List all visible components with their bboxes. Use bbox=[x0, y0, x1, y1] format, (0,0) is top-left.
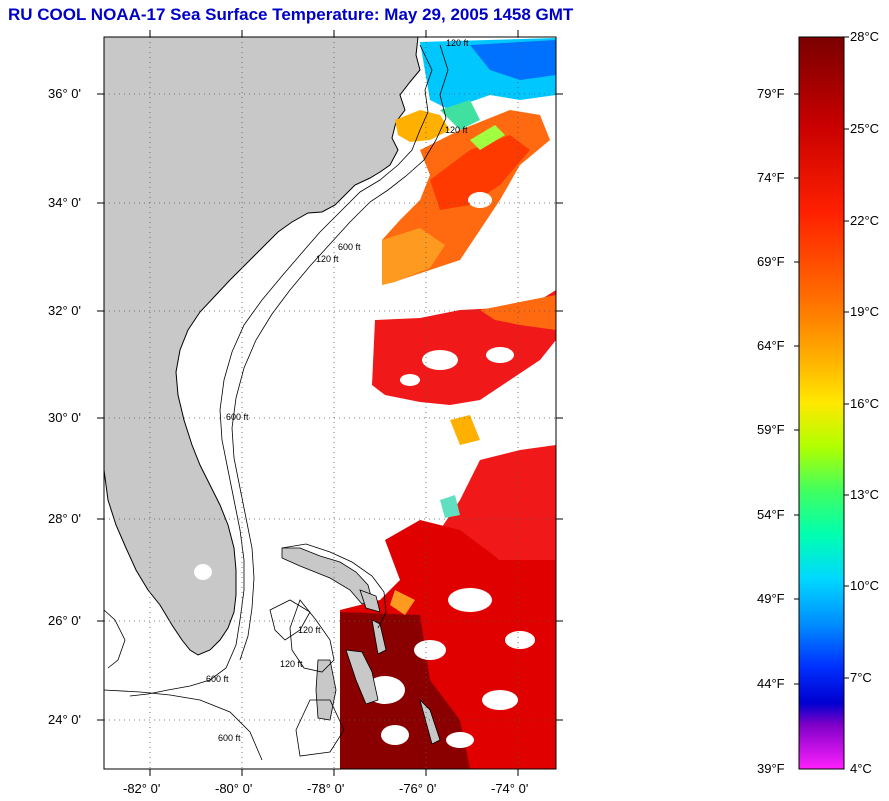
lat-label-30: 30° 0' bbox=[48, 410, 81, 425]
colorbar-f-74: 74°F bbox=[757, 170, 785, 185]
colorbar bbox=[798, 36, 845, 770]
colorbar-c-10: 10°C bbox=[850, 578, 879, 593]
land-us-east-coast bbox=[104, 37, 421, 656]
lat-label-28: 28° 0' bbox=[48, 511, 81, 526]
colorbar-f-59: 59°F bbox=[757, 422, 785, 437]
colorbar-c-19: 19°C bbox=[850, 304, 879, 319]
contour-label: 120 ft bbox=[446, 38, 469, 48]
colorbar-c-22: 22°C bbox=[850, 213, 879, 228]
lon-label-m74: -74° 0' bbox=[491, 781, 528, 796]
lake-okeechobee bbox=[194, 564, 212, 580]
contour-label: 120 ft bbox=[298, 625, 321, 635]
bathymetry-contours bbox=[104, 44, 449, 761]
graticule bbox=[104, 37, 556, 769]
map-title: RU COOL NOAA-17 Sea Surface Temperature:… bbox=[8, 5, 574, 24]
bahamas-islands bbox=[281, 547, 441, 745]
colorbar-f-54: 54°F bbox=[757, 507, 785, 522]
contour-label: 600 ft bbox=[218, 733, 241, 743]
lon-label-m76: -76° 0' bbox=[399, 781, 436, 796]
contour-label: 600 ft bbox=[338, 242, 361, 252]
colorbar-c-4: 4°C bbox=[850, 761, 872, 776]
lon-label-m78: -78° 0' bbox=[307, 781, 344, 796]
colorbar-f-44: 44°F bbox=[757, 676, 785, 691]
contour-label: 600 ft bbox=[226, 412, 249, 422]
axis-ticks bbox=[97, 30, 563, 776]
colorbar-f-64: 64°F bbox=[757, 338, 785, 353]
colorbar-f-39: 39°F bbox=[757, 761, 785, 776]
lat-label-34: 34° 0' bbox=[48, 195, 81, 210]
lat-label-32: 32° 0' bbox=[48, 303, 81, 318]
lon-label-m80: -80° 0' bbox=[215, 781, 252, 796]
contour-label: 120 ft bbox=[445, 125, 468, 135]
colorbar-c-28: 28°C bbox=[850, 29, 879, 44]
colorbar-c-16: 16°C bbox=[850, 396, 879, 411]
contour-label: 120 ft bbox=[280, 659, 303, 669]
lat-label-26: 26° 0' bbox=[48, 613, 81, 628]
sst-northern-patch bbox=[382, 38, 556, 285]
colorbar-f-49: 49°F bbox=[757, 591, 785, 606]
contour-labels: 120 ft 120 ft 120 ft 600 ft 600 ft 120 f… bbox=[206, 38, 469, 743]
colorbar-f-79: 79°F bbox=[757, 86, 785, 101]
colorbar-f-69: 69°F bbox=[757, 254, 785, 269]
contour-label: 120 ft bbox=[316, 254, 339, 264]
lat-label-24: 24° 0' bbox=[48, 712, 81, 727]
colorbar-c-7: 7°C bbox=[850, 670, 872, 685]
lon-label-m82: -82° 0' bbox=[123, 781, 160, 796]
contour-label: 600 ft bbox=[206, 674, 229, 684]
colorbar-c-13: 13°C bbox=[850, 487, 879, 502]
colorbar-ticks bbox=[794, 36, 849, 685]
lat-label-36: 36° 0' bbox=[48, 86, 81, 101]
colorbar-c-25: 25°C bbox=[850, 121, 879, 136]
